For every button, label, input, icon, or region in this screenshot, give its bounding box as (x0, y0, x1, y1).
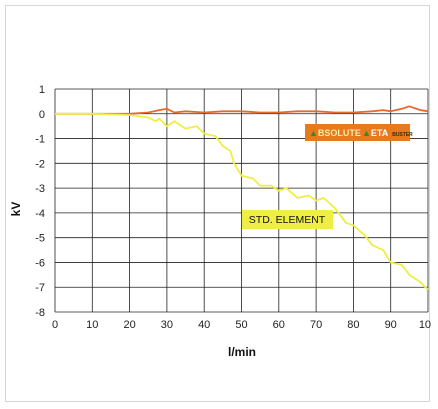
x-axis-label: l/min (228, 345, 256, 359)
x-tick-label: 0 (52, 319, 58, 331)
chart-svg: 010203040506070809010010-1-2-3-4-5-6-7-8… (9, 84, 431, 359)
y-tick-label: 0 (39, 109, 45, 121)
absolute-eta-buster-logo: ▲BSOLUTE▲ETA BUSTER (305, 124, 413, 141)
series-line-std-element (55, 112, 429, 291)
x-tick-label: 40 (198, 319, 210, 331)
x-tick-label: 80 (347, 319, 359, 331)
svg-text:STD. ELEMENT: STD. ELEMENT (249, 214, 326, 226)
series-line-absolute-eta-buster (55, 105, 429, 115)
x-tick-label: 60 (273, 319, 285, 331)
tick-labels: 010203040506070809010010-1-2-3-4-5-6-7-8 (35, 84, 431, 331)
x-tick-label: 30 (161, 319, 173, 331)
x-tick-label: 100 (419, 319, 431, 331)
grid (54, 88, 429, 313)
chart-frame: 010203040506070809010010-1-2-3-4-5-6-7-8… (5, 5, 431, 402)
series-layer (55, 105, 429, 291)
x-tick-label: 70 (310, 319, 322, 331)
x-tick-label: 50 (235, 319, 247, 331)
y-axis-label: kV (9, 202, 23, 217)
y-tick-label: -6 (35, 257, 45, 269)
y-tick-label: -3 (35, 183, 45, 195)
x-tick-label: 90 (385, 319, 397, 331)
y-tick-label: -1 (35, 134, 45, 146)
y-tick-label: -2 (35, 158, 45, 170)
y-tick-label: -7 (35, 282, 45, 294)
y-tick-label: 1 (39, 84, 45, 96)
x-tick-label: 20 (123, 319, 135, 331)
y-tick-label: -4 (35, 208, 45, 220)
x-tick-label: 10 (86, 319, 98, 331)
std-element-callout: STD. ELEMENT (242, 210, 333, 229)
y-tick-label: -5 (35, 233, 45, 245)
y-tick-label: -8 (35, 307, 45, 319)
